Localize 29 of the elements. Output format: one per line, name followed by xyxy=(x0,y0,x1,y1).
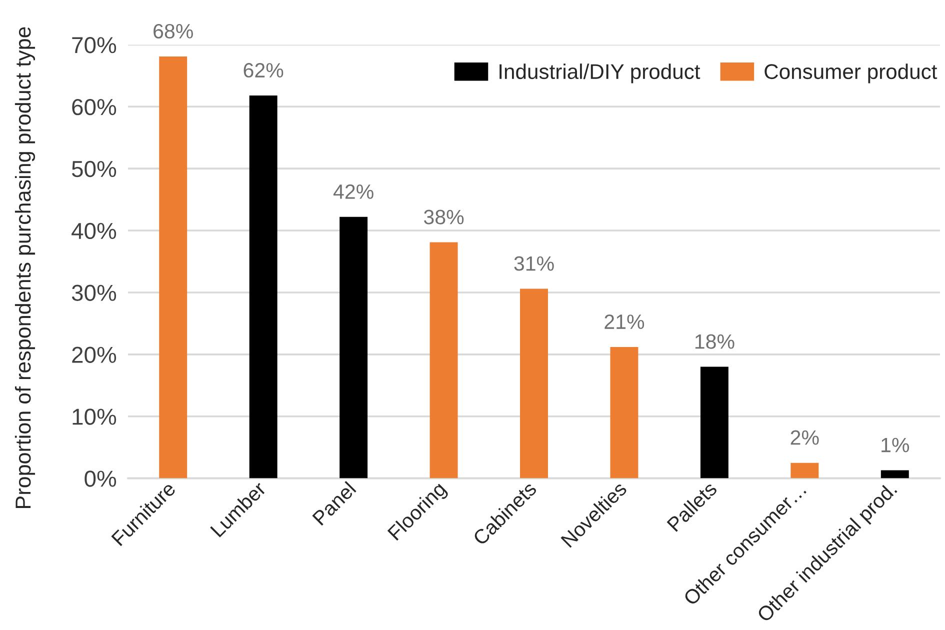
y-axis-title: Proportion of respondents purchasing product type xyxy=(14,27,36,508)
y-tick-label: 60% xyxy=(72,98,116,116)
data-label: 21% xyxy=(604,314,644,329)
data-label: 2% xyxy=(790,430,819,445)
data-label: 18% xyxy=(695,334,734,349)
bar xyxy=(880,470,909,478)
bar xyxy=(610,346,638,478)
bar xyxy=(700,366,728,478)
data-label: 31% xyxy=(514,256,554,271)
y-tick-label: 0% xyxy=(84,470,116,487)
bar xyxy=(159,56,188,478)
y-tick-label: 70% xyxy=(72,37,116,54)
data-label: 68% xyxy=(154,24,193,39)
data-label: 1% xyxy=(882,438,910,452)
bar xyxy=(249,95,278,478)
data-label: 62% xyxy=(244,62,284,78)
legend-label: Consumer product xyxy=(764,64,938,84)
y-tick-label: 40% xyxy=(72,222,116,240)
y-tick-label: 10% xyxy=(72,408,116,425)
data-label: 42% xyxy=(333,184,374,199)
data-label: 38% xyxy=(424,210,464,224)
bar xyxy=(520,288,548,478)
legend-label: Industrial/DIY product xyxy=(500,64,700,84)
bar xyxy=(790,462,819,478)
y-tick-label: 50% xyxy=(72,160,116,178)
bar xyxy=(430,242,458,478)
y-tick-label: 30% xyxy=(72,284,116,301)
y-tick-label: 20% xyxy=(72,346,116,363)
bar xyxy=(340,216,368,478)
